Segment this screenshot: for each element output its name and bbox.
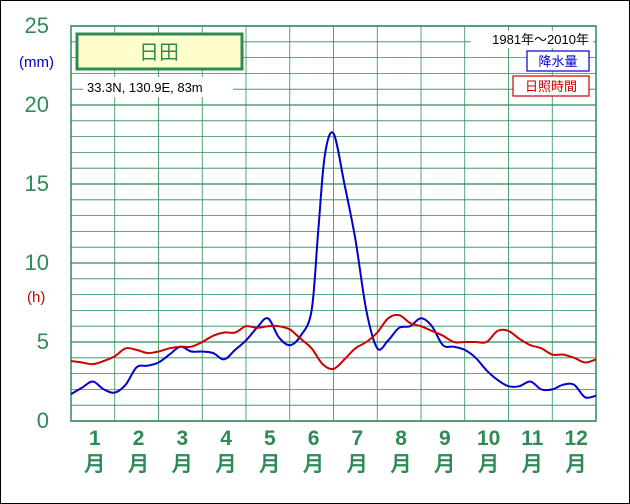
x-tick-month-number: 9 [439, 427, 451, 450]
y-tick-label: 5 [37, 329, 49, 354]
x-tick-month-number: 1 [89, 427, 101, 450]
y-tick-label: 10 [25, 250, 49, 275]
legend-sun: 日照時間 [525, 79, 577, 94]
y-tick-label: 15 [25, 171, 49, 196]
x-tick-month-suffix: 月 [521, 453, 543, 476]
grid-lines [70, 25, 597, 422]
x-tick-month-number: 12 [564, 427, 587, 450]
x-tick-month-number: 4 [220, 427, 232, 450]
x-tick-month-number: 3 [177, 427, 189, 450]
x-tick-month-suffix: 月 [346, 453, 368, 476]
x-tick-month-suffix: 月 [258, 453, 280, 476]
y-tick-label: 25 [25, 13, 49, 38]
x-axis-ticks: 1 月 2 月 3 月 4 月 5 月 6 月 7 月 8 月 9 月 10 月 11 月 12 月 [83, 427, 587, 476]
y-tick-label: 20 [25, 92, 49, 117]
y-tick-label: 0 [37, 408, 49, 433]
legend-box-precip [526, 50, 590, 72]
period-label: 1981年～2010年 [492, 32, 589, 47]
station-location: 33.3N, 130.9E, 83m [87, 80, 203, 95]
station-box [75, 32, 244, 71]
series-line-sun [70, 313, 597, 371]
series-line-precip [70, 131, 597, 399]
x-tick-month-suffix: 月 [477, 453, 499, 476]
station-name: 日田 [139, 42, 179, 64]
y-unit-precip: (mm) [19, 54, 54, 71]
x-tick-month-number: 11 [521, 427, 544, 450]
location-bg [83, 77, 233, 97]
period-bg [471, 31, 593, 48]
x-tick-month-suffix: 月 [302, 453, 324, 476]
y-unit-sun: (h) [27, 289, 45, 306]
x-tick-month-suffix: 月 [127, 453, 149, 476]
x-tick-month-suffix: 月 [565, 453, 587, 476]
x-tick-month-suffix: 月 [433, 453, 455, 476]
x-tick-month-number: 2 [133, 427, 145, 450]
x-tick-month-number: 7 [352, 427, 364, 450]
x-tick-month-number: 5 [264, 427, 276, 450]
x-tick-month-suffix: 月 [171, 453, 193, 476]
series-lines [70, 131, 597, 399]
x-tick-month-suffix: 月 [390, 453, 412, 476]
y-axis-ticks: 0 5 10 15 20 25 [25, 13, 49, 433]
x-tick-month-number: 6 [308, 427, 320, 450]
x-tick-month-number: 8 [395, 427, 407, 450]
legend-precip: 降水量 [538, 54, 577, 69]
legend-box-sun [512, 75, 590, 97]
x-tick-month-suffix: 月 [83, 453, 105, 476]
x-tick-month-number: 10 [477, 427, 500, 450]
x-tick-month-suffix: 月 [215, 453, 237, 476]
